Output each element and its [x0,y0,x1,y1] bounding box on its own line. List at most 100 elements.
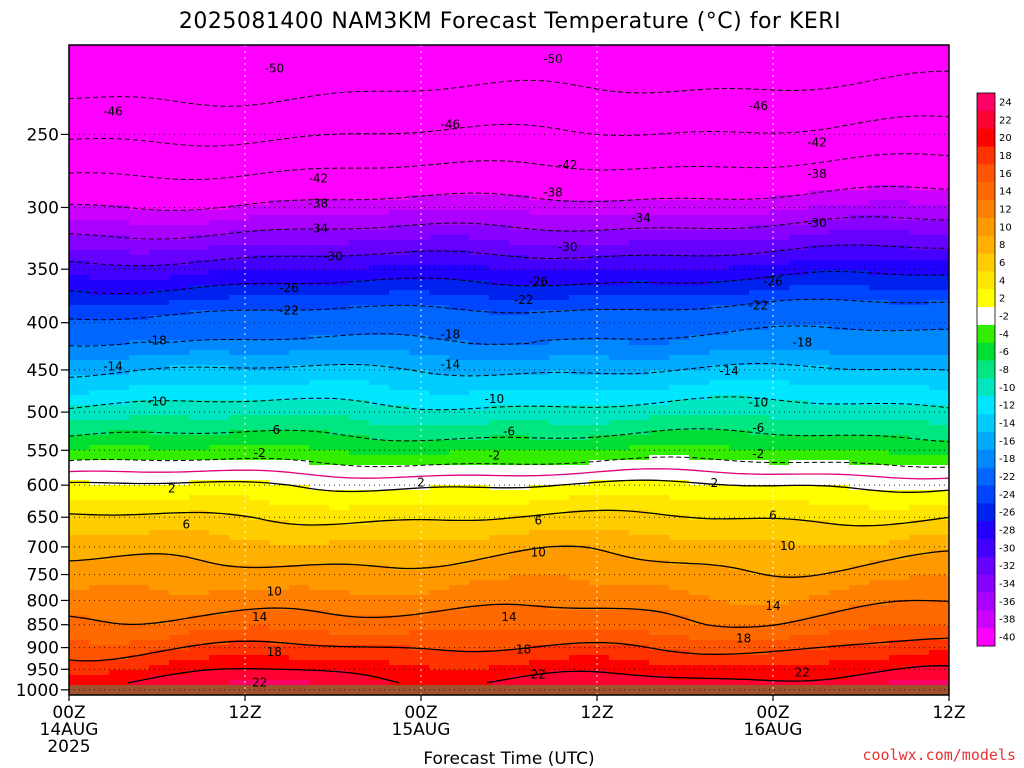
field-cell [529,180,550,186]
field-cell [389,505,410,511]
field-cell [749,400,770,406]
field-cell [469,640,490,646]
field-cell [629,45,650,51]
field-cell [309,580,330,586]
field-cell [289,520,310,526]
field-cell [309,175,330,181]
field-cell [309,610,330,616]
field-cell [329,575,350,581]
field-cell [789,425,810,431]
field-cell [609,200,630,206]
field-cell [789,665,810,671]
field-cell [709,70,730,76]
field-cell [69,150,90,156]
field-cell [89,460,110,466]
field-cell [669,200,690,206]
field-cell [309,525,330,531]
field-cell [569,95,590,101]
field-cell [169,145,190,151]
field-cell [769,400,790,406]
field-cell [469,550,490,556]
field-cell [169,630,190,636]
field-cell [309,345,330,351]
field-cell [749,475,770,481]
field-cell [129,555,150,561]
field-cell [709,275,730,281]
field-cell [649,420,670,426]
field-cell [789,520,810,526]
field-cell [269,190,290,196]
field-cell [789,190,810,196]
field-cell [309,410,330,416]
field-cell [149,70,170,76]
field-cell [609,250,630,256]
field-cell [289,190,310,196]
field-cell [509,75,530,81]
field-cell [349,690,370,695]
field-cell [369,685,390,691]
field-cell [69,55,90,61]
field-cell [809,640,830,646]
field-cell [469,525,490,531]
field-cell [749,635,770,641]
field-cell [469,520,490,526]
field-cell [309,315,330,321]
field-cell [509,605,530,611]
field-cell [649,460,670,466]
field-cell [569,615,590,621]
field-cell [349,670,370,676]
field-cell [249,545,270,551]
field-cell [669,495,690,501]
field-cell [829,195,850,201]
field-cell [269,590,290,596]
field-cell [169,455,190,461]
field-cell [429,635,450,641]
field-cell [589,160,610,166]
field-cell [189,280,210,286]
field-cell [369,265,390,271]
field-cell [129,255,150,261]
field-cell [609,160,630,166]
field-cell [809,580,830,586]
field-cell [449,250,470,256]
field-cell [729,110,750,116]
field-cell [489,45,510,51]
field-cell [549,220,570,226]
field-cell [449,435,470,441]
field-cell [389,160,410,166]
field-cell [749,470,770,476]
field-cell [569,85,590,91]
field-cell [249,620,270,626]
field-cell [89,380,110,386]
field-cell [669,275,690,281]
field-cell [809,245,830,251]
field-cell [69,495,90,501]
field-cell [89,425,110,431]
field-cell [489,70,510,76]
field-cell [489,185,510,191]
field-cell [169,615,190,621]
field-cell [429,510,450,516]
field-cell [689,565,710,571]
field-cell [189,395,210,401]
field-cell [129,310,150,316]
field-cell [189,270,210,276]
field-cell [509,580,530,586]
field-cell [649,430,670,436]
field-cell [629,105,650,111]
field-cell [289,635,310,641]
field-cell [289,445,310,451]
field-cell [289,425,310,431]
field-cell [649,120,670,126]
field-cell [769,75,790,81]
field-cell [729,215,750,221]
field-cell [429,390,450,396]
field-cell [149,300,170,306]
field-cell [349,365,370,371]
field-cell [69,255,90,261]
field-cell [409,505,430,511]
field-cell [109,175,130,181]
field-cell [349,60,370,66]
field-cell [549,615,570,621]
field-cell [569,575,590,581]
